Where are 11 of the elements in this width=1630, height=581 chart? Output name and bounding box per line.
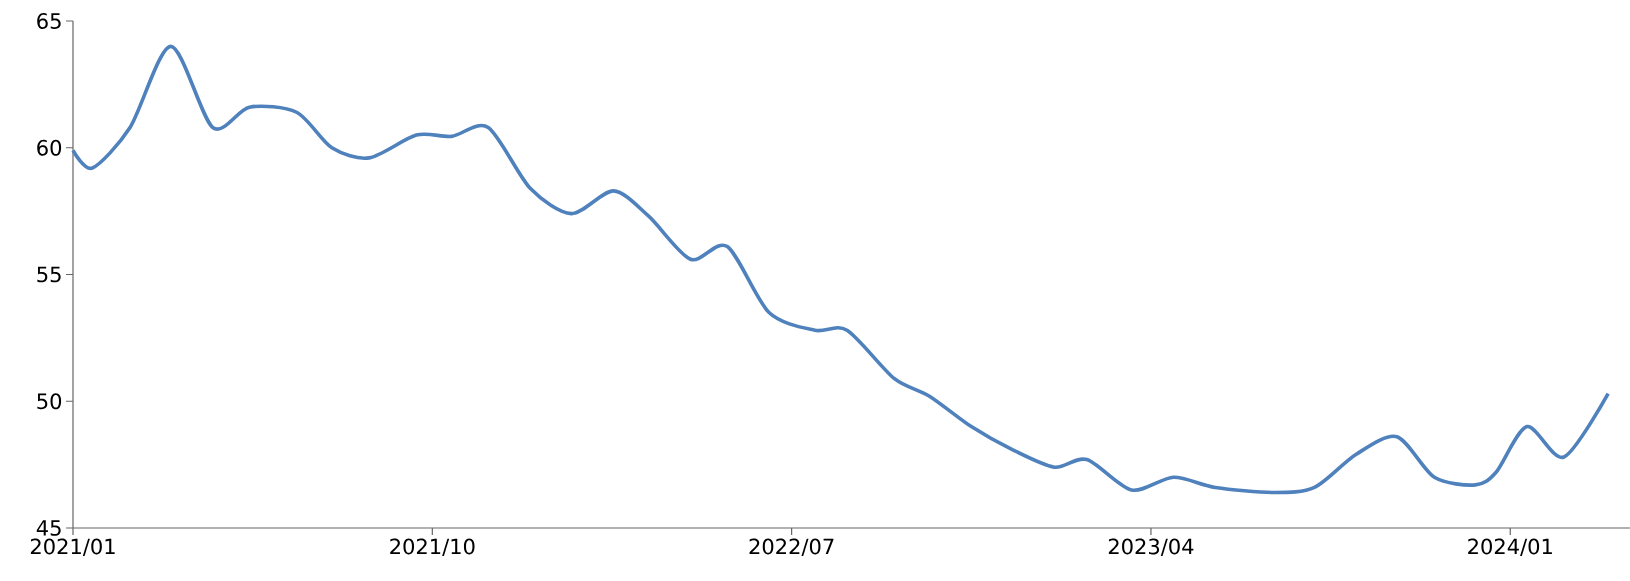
x-tick-label: 2021/01 [30,538,115,557]
x-tick-label: 2021/10 [390,538,475,557]
y-tick-label: 50 [37,393,62,410]
line-series [71,44,1610,495]
y-tick-label: 55 [37,266,61,283]
x-tick-label: 2023/04 [1108,538,1194,557]
y-tick-label: 45 [36,520,61,536]
y-tick-label: 60 [37,139,62,156]
x-tick-label: 2024/01 [1468,538,1552,557]
y-tick-label: 65 [37,13,61,29]
x-tick-label: 2022/07 [749,538,834,557]
